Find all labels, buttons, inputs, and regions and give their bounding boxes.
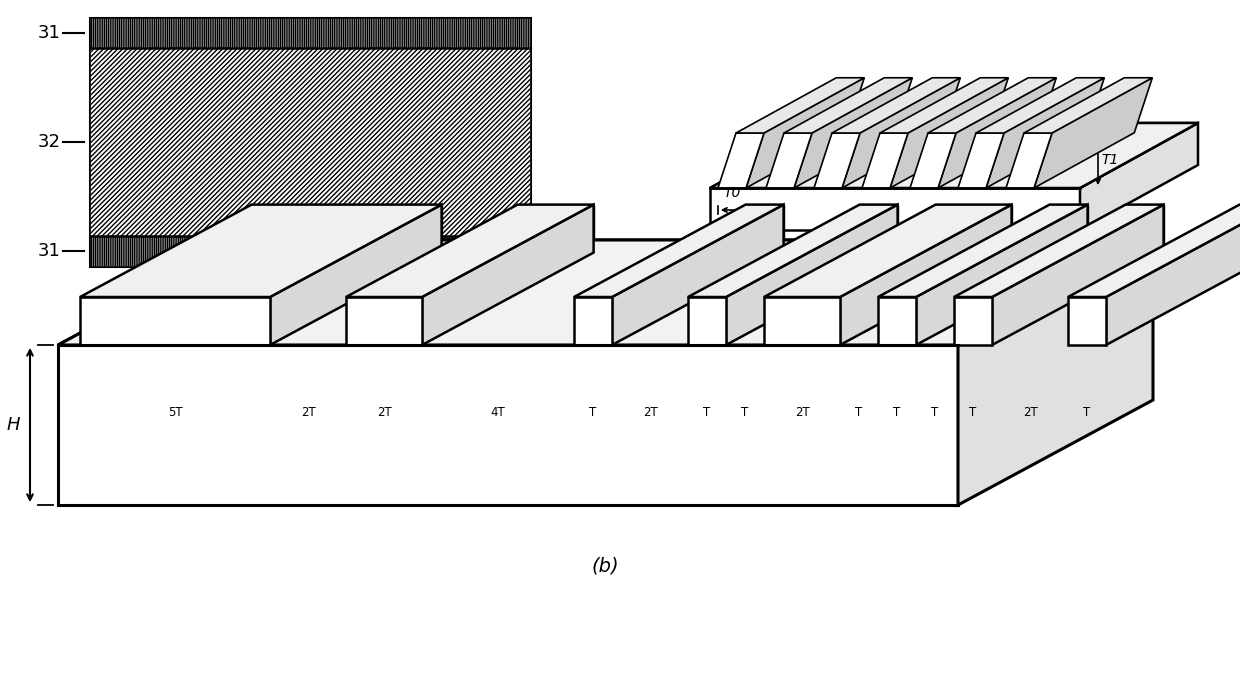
Polygon shape xyxy=(422,205,594,345)
Text: T: T xyxy=(1084,406,1091,419)
Text: 31: 31 xyxy=(38,242,61,260)
Polygon shape xyxy=(252,205,441,253)
Text: 2T: 2T xyxy=(642,406,657,419)
Polygon shape xyxy=(764,205,1012,297)
Polygon shape xyxy=(1068,205,1240,297)
Polygon shape xyxy=(954,205,1163,297)
Polygon shape xyxy=(718,133,764,188)
Polygon shape xyxy=(1068,297,1106,345)
Polygon shape xyxy=(992,205,1163,345)
Polygon shape xyxy=(910,133,956,188)
Polygon shape xyxy=(976,78,1105,133)
Polygon shape xyxy=(711,188,1080,230)
Bar xyxy=(91,18,529,48)
Polygon shape xyxy=(711,123,1198,188)
Polygon shape xyxy=(688,297,725,345)
Text: T1: T1 xyxy=(1101,154,1118,168)
Text: T0: T0 xyxy=(723,186,740,200)
Polygon shape xyxy=(878,205,1087,297)
Text: H: H xyxy=(6,416,20,434)
Polygon shape xyxy=(959,133,1004,188)
Polygon shape xyxy=(1106,205,1240,345)
Polygon shape xyxy=(832,78,960,133)
Bar xyxy=(91,236,529,266)
Polygon shape xyxy=(58,240,1153,345)
Polygon shape xyxy=(842,78,960,188)
Polygon shape xyxy=(890,78,1008,188)
Polygon shape xyxy=(737,78,864,133)
Text: 32: 32 xyxy=(38,133,61,151)
Polygon shape xyxy=(58,345,959,505)
Text: 4T: 4T xyxy=(491,406,506,419)
Text: h: h xyxy=(976,313,986,328)
Polygon shape xyxy=(688,205,898,297)
Polygon shape xyxy=(766,133,812,188)
Polygon shape xyxy=(517,205,594,253)
Text: 2T: 2T xyxy=(1023,406,1038,419)
Polygon shape xyxy=(1006,133,1052,188)
Polygon shape xyxy=(928,78,1056,133)
Text: 31: 31 xyxy=(38,24,61,42)
Polygon shape xyxy=(346,205,594,297)
Polygon shape xyxy=(613,205,784,345)
Text: T: T xyxy=(703,406,711,419)
Polygon shape xyxy=(346,297,422,345)
Text: T: T xyxy=(893,406,900,419)
Bar xyxy=(91,48,529,236)
Text: T: T xyxy=(856,406,863,419)
Polygon shape xyxy=(794,78,913,188)
Bar xyxy=(91,18,529,266)
Polygon shape xyxy=(58,240,1153,345)
Polygon shape xyxy=(725,205,898,345)
Polygon shape xyxy=(1034,78,1152,188)
Text: T: T xyxy=(589,406,596,419)
Polygon shape xyxy=(764,297,839,345)
Text: T: T xyxy=(931,406,939,419)
Polygon shape xyxy=(574,205,784,297)
Polygon shape xyxy=(711,123,1198,188)
Polygon shape xyxy=(784,78,913,133)
Polygon shape xyxy=(959,240,1153,505)
Polygon shape xyxy=(1080,123,1198,230)
Polygon shape xyxy=(916,205,1087,345)
Polygon shape xyxy=(81,205,441,297)
Text: T: T xyxy=(742,406,749,419)
Text: 2T: 2T xyxy=(377,406,392,419)
Polygon shape xyxy=(878,297,916,345)
Polygon shape xyxy=(746,78,864,188)
Text: 2T: 2T xyxy=(300,406,315,419)
Text: (C): (C) xyxy=(900,280,930,299)
Text: (b): (b) xyxy=(591,557,619,576)
Polygon shape xyxy=(859,205,898,253)
Polygon shape xyxy=(839,205,1012,345)
Text: (a): (a) xyxy=(296,296,324,315)
Text: 2T: 2T xyxy=(795,406,810,419)
Polygon shape xyxy=(270,205,441,345)
Polygon shape xyxy=(936,205,1012,253)
Polygon shape xyxy=(745,205,784,253)
Polygon shape xyxy=(954,297,992,345)
Polygon shape xyxy=(880,78,1008,133)
Text: 5T: 5T xyxy=(167,406,182,419)
Polygon shape xyxy=(1024,78,1152,133)
Polygon shape xyxy=(862,133,908,188)
Polygon shape xyxy=(81,297,270,345)
Polygon shape xyxy=(937,78,1056,188)
Polygon shape xyxy=(1126,205,1163,253)
Polygon shape xyxy=(1049,205,1087,253)
Polygon shape xyxy=(574,297,613,345)
Polygon shape xyxy=(813,133,861,188)
Polygon shape xyxy=(986,78,1105,188)
Text: T: T xyxy=(970,406,977,419)
